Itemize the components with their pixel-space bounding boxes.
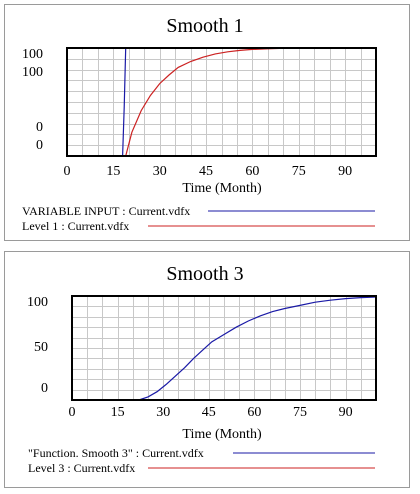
x-tick-label: 60 bbox=[247, 405, 261, 420]
legend-label: "Function. Smooth 3" : Current.vdfx bbox=[28, 446, 204, 460]
chart-panel-smooth-1: Smooth 1 0 15 30 45 60 75 90 100 100 0 0 Time (Mon… bbox=[4, 4, 410, 241]
y-tick-label: 0 bbox=[41, 381, 48, 396]
x-tick-label: 45 bbox=[202, 405, 216, 420]
x-tick-label: 45 bbox=[199, 164, 213, 179]
x-tick-label: 90 bbox=[339, 405, 353, 420]
series-line bbox=[72, 296, 377, 401]
legend-label: VARIABLE INPUT : Current.vdfx bbox=[22, 204, 190, 218]
y-tick-label: 0 bbox=[36, 120, 43, 135]
plot-frame bbox=[71, 295, 377, 401]
y-tick-label: 100 bbox=[22, 47, 43, 62]
chart-title: Smooth 1 bbox=[166, 15, 243, 37]
y-tick-label: 100 bbox=[27, 295, 48, 310]
y-tick-label: 100 bbox=[22, 65, 43, 80]
x-tick-label: 75 bbox=[293, 405, 307, 420]
x-tick-label: 0 bbox=[64, 164, 71, 179]
x-tick-label: 60 bbox=[245, 164, 259, 179]
plot-area: 0 15 30 45 60 75 90 100 100 0 0 bbox=[22, 47, 377, 179]
x-tick-label: 15 bbox=[111, 405, 125, 420]
x-tick-label: 75 bbox=[292, 164, 306, 179]
y-tick-label: 0 bbox=[36, 138, 43, 153]
x-axis-label: Time (Month) bbox=[182, 181, 262, 196]
legend-label: Level 1 : Current.vdfx bbox=[22, 219, 129, 233]
legend-label: Level 3 : Current.vdfx bbox=[28, 461, 135, 475]
y-tick-label: 50 bbox=[34, 340, 48, 355]
plot-area: 0 15 30 45 60 75 90 100 50 0 bbox=[27, 295, 377, 420]
plot-frame bbox=[66, 47, 377, 157]
chart-title: Smooth 3 bbox=[166, 263, 243, 285]
x-tick-label: 90 bbox=[338, 164, 352, 179]
x-tick-label: 30 bbox=[156, 405, 170, 420]
x-axis-label: Time (Month) bbox=[182, 427, 262, 442]
legend: "Function. Smooth 3" : Current.vdfx Leve… bbox=[28, 446, 375, 475]
x-tick-label: 30 bbox=[153, 164, 167, 179]
x-tick-label: 0 bbox=[69, 405, 76, 420]
chart-panel-smooth-3: Smooth 3 0 15 30 45 60 75 90 100 50 0 Time (Month… bbox=[4, 251, 410, 488]
legend: VARIABLE INPUT : Current.vdfx Level 1 : … bbox=[22, 204, 375, 233]
x-tick-label: 15 bbox=[106, 164, 120, 179]
